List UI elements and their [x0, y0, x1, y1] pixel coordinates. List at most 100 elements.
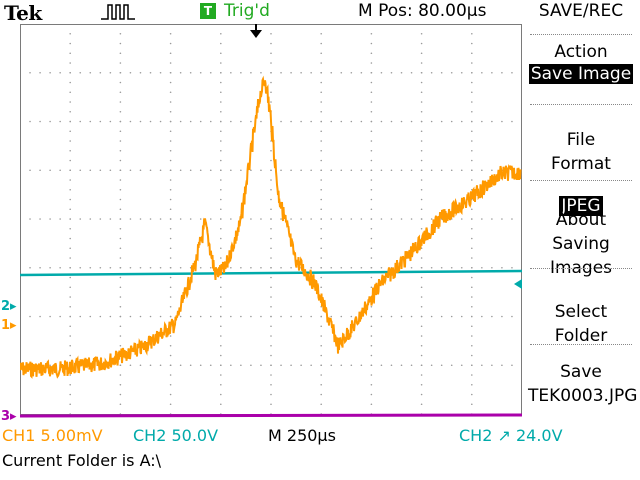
graticule-dot: [460, 315, 463, 318]
graticule-dot: [220, 354, 222, 357]
graticule-dot: [410, 315, 413, 318]
graticule-dot: [240, 364, 242, 367]
graticule-dot: [169, 354, 172, 357]
graticule-dot: [370, 62, 373, 64]
graticule-dot: [471, 159, 473, 162]
graticule-dot: [390, 71, 393, 74]
graticule-dot: [320, 344, 323, 347]
graticule-dot: [471, 257, 473, 259]
graticule-dot: [39, 71, 41, 74]
graticule-dot: [450, 169, 453, 172]
graticule-dot: [360, 364, 363, 367]
menu-divider: [530, 344, 632, 345]
graticule-dot: [69, 149, 71, 152]
graticule-dot: [400, 120, 403, 123]
ch2-ground-marker: 2▸: [1, 299, 17, 314]
menu-action-button[interactable]: Action Save Image: [528, 40, 634, 84]
graticule-dot: [250, 218, 252, 220]
graticule-dot: [220, 149, 222, 152]
graticule-dot: [471, 32, 473, 35]
graticule-dot: [350, 315, 353, 318]
graticule-dot: [270, 198, 272, 201]
ch1-trace: [20, 75, 522, 379]
graticule-dot: [260, 266, 262, 269]
graticule-dot: [280, 169, 282, 172]
graticule-dot: [320, 208, 323, 211]
graticule-dot: [69, 227, 71, 230]
graticule-dot: [370, 325, 373, 328]
graticule-dot: [99, 169, 102, 172]
graticule-dot: [270, 208, 272, 211]
graticule-dot: [310, 169, 312, 172]
menu-action-label: Action: [554, 42, 608, 62]
graticule-dot: [420, 101, 423, 103]
graticule-dot: [280, 218, 282, 220]
menu-about-saving-button[interactable]: About Saving Images: [528, 188, 634, 300]
menu-select-folder-label: Select Folder: [554, 302, 608, 346]
menu-file-format-button[interactable]: File Format JPEG: [528, 108, 634, 216]
graticule-dot: [320, 32, 323, 35]
graticule-dot: [169, 188, 172, 191]
graticule-dot: [380, 71, 383, 74]
graticule-dot: [471, 42, 473, 45]
graticule-dot: [89, 169, 92, 172]
graticule-dot: [340, 364, 343, 367]
graticule-dot: [450, 71, 453, 74]
graticule-dot: [49, 169, 51, 172]
graticule-dot: [290, 364, 292, 367]
graticule-dot: [99, 120, 102, 123]
graticule-dot: [220, 62, 222, 64]
graticule-dot: [119, 325, 122, 328]
graticule-dot: [310, 120, 312, 123]
graticule-dot: [380, 315, 383, 318]
graticule-dot: [149, 218, 152, 220]
graticule-dot: [320, 266, 323, 269]
graticule-dot: [119, 120, 122, 123]
graticule-dot: [250, 266, 252, 269]
graticule-dot: [370, 354, 373, 357]
graticule-dot: [189, 315, 192, 318]
graticule-dot: [320, 276, 323, 279]
graticule-dot: [69, 374, 71, 376]
graticule-dot: [119, 52, 122, 55]
graticule-dot: [139, 315, 142, 318]
graticule-dot: [310, 218, 312, 220]
graticule-dot: [491, 71, 493, 74]
graticule-dot: [169, 169, 172, 172]
graticule-dot: [410, 364, 413, 367]
graticule-dot: [59, 218, 61, 220]
graticule-dot: [420, 110, 423, 113]
graticule-dot: [370, 374, 373, 376]
waveform-display: [20, 24, 522, 418]
graticule-dot: [320, 403, 323, 406]
menu-title: SAVE/REC: [538, 1, 624, 21]
menu-select-folder-button[interactable]: Select Folder: [528, 280, 634, 368]
graticule-dot: [270, 179, 272, 181]
graticule-dot: [300, 120, 302, 123]
graticule-dot: [69, 218, 71, 220]
menu-file-format-label: File Format: [551, 130, 611, 174]
graticule-dot: [270, 354, 272, 357]
graticule-dot: [109, 120, 112, 123]
graticule-dot: [320, 364, 323, 367]
graticule-dot: [79, 315, 82, 318]
graticule-dot: [270, 403, 272, 406]
graticule-dot: [220, 276, 222, 279]
graticule-dot: [300, 315, 302, 318]
graticule-dot: [320, 169, 323, 172]
graticule-dot: [420, 227, 423, 230]
graticule-dot: [370, 286, 373, 289]
graticule-dot: [220, 208, 222, 211]
graticule-dot: [471, 62, 473, 64]
graticule-dot: [119, 266, 122, 269]
graticule-dot: [220, 101, 222, 103]
graticule-dot: [119, 364, 122, 367]
graticule-dot: [471, 374, 473, 376]
graticule-dot: [270, 218, 272, 220]
graticule-dot: [89, 71, 92, 74]
graticule-dot: [420, 71, 423, 74]
graticule-dot: [420, 218, 423, 220]
graticule-dot: [340, 120, 343, 123]
graticule-dot: [270, 237, 272, 240]
menu-save-button[interactable]: Save TEK0003.JPG: [528, 360, 637, 408]
